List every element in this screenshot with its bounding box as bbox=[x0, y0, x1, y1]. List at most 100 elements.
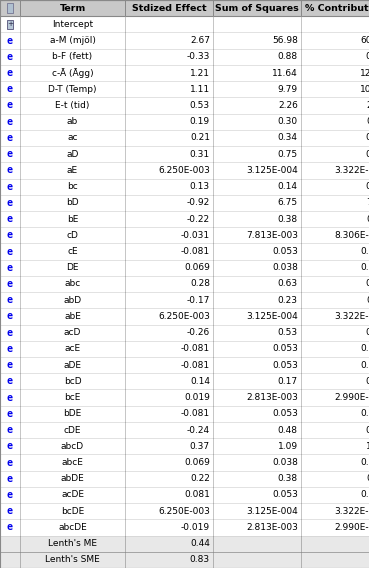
Bar bbox=[0, 519, 369, 536]
Text: 8.306E-003: 8.306E-003 bbox=[334, 231, 369, 240]
Text: 0.67: 0.67 bbox=[366, 279, 369, 289]
Text: 0.19: 0.19 bbox=[190, 117, 210, 126]
Bar bbox=[0, 357, 369, 373]
Text: e: e bbox=[7, 247, 13, 257]
Text: 0.75: 0.75 bbox=[277, 150, 298, 158]
Text: 0.056: 0.056 bbox=[360, 361, 369, 370]
Text: 0.17: 0.17 bbox=[277, 377, 298, 386]
Text: cDE: cDE bbox=[64, 425, 81, 435]
Text: e: e bbox=[7, 441, 13, 452]
Text: 6.250E-003: 6.250E-003 bbox=[158, 166, 210, 175]
Text: Term: Term bbox=[59, 3, 86, 12]
Bar bbox=[0, 536, 369, 552]
Text: e: e bbox=[7, 409, 13, 419]
Bar bbox=[0, 244, 369, 260]
Text: 3.322E-004: 3.322E-004 bbox=[334, 166, 369, 175]
Text: e: e bbox=[7, 165, 13, 176]
Text: 0.48: 0.48 bbox=[278, 425, 298, 435]
Text: -0.031: -0.031 bbox=[181, 231, 210, 240]
Text: acD: acD bbox=[64, 328, 81, 337]
Bar bbox=[0, 162, 369, 178]
Text: 7.18: 7.18 bbox=[366, 198, 369, 207]
Text: 0.18: 0.18 bbox=[366, 377, 369, 386]
Bar bbox=[0, 211, 369, 227]
Text: 0.32: 0.32 bbox=[366, 117, 369, 126]
Text: bc: bc bbox=[67, 182, 78, 191]
Text: 0.053: 0.053 bbox=[272, 491, 298, 499]
Text: 11.64: 11.64 bbox=[272, 69, 298, 77]
Text: 0.15: 0.15 bbox=[366, 182, 369, 191]
Text: e: e bbox=[7, 360, 13, 370]
Text: 2.67: 2.67 bbox=[190, 36, 210, 45]
Text: e: e bbox=[7, 182, 13, 191]
Text: -0.24: -0.24 bbox=[187, 425, 210, 435]
Text: 0.44: 0.44 bbox=[190, 539, 210, 548]
Text: 0.38: 0.38 bbox=[277, 215, 298, 224]
Text: c-Ā (Āgg): c-Ā (Āgg) bbox=[52, 68, 93, 78]
Text: -0.33: -0.33 bbox=[187, 52, 210, 61]
Text: 0.53: 0.53 bbox=[277, 328, 298, 337]
Text: e: e bbox=[7, 490, 13, 500]
Text: 9.79: 9.79 bbox=[277, 85, 298, 94]
Bar bbox=[0, 373, 369, 390]
Bar bbox=[0, 146, 369, 162]
Text: 12.38: 12.38 bbox=[360, 69, 369, 77]
Bar bbox=[7, 19, 13, 29]
Text: Stdized Effect: Stdized Effect bbox=[132, 3, 206, 12]
Text: e: e bbox=[7, 506, 13, 516]
Text: Lenth's ME: Lenth's ME bbox=[48, 539, 97, 548]
Bar bbox=[0, 81, 369, 97]
Text: -0.081: -0.081 bbox=[181, 410, 210, 418]
Bar bbox=[0, 114, 369, 130]
Text: e: e bbox=[7, 344, 13, 354]
Text: abcE: abcE bbox=[62, 458, 83, 467]
Text: 1.16: 1.16 bbox=[366, 442, 369, 451]
Text: 0.14: 0.14 bbox=[190, 377, 210, 386]
Text: bD: bD bbox=[66, 198, 79, 207]
Text: -0.081: -0.081 bbox=[181, 344, 210, 353]
Text: 6.250E-003: 6.250E-003 bbox=[158, 507, 210, 516]
Text: 0.053: 0.053 bbox=[272, 410, 298, 418]
Text: 0.13: 0.13 bbox=[190, 182, 210, 191]
Text: e: e bbox=[7, 101, 13, 111]
Text: 0.056: 0.056 bbox=[360, 344, 369, 353]
Text: 0.31: 0.31 bbox=[190, 150, 210, 158]
Text: e: e bbox=[7, 295, 13, 305]
Bar bbox=[0, 422, 369, 438]
Text: 6.250E-003: 6.250E-003 bbox=[158, 312, 210, 321]
Text: 0.23: 0.23 bbox=[278, 296, 298, 304]
Text: 0.053: 0.053 bbox=[272, 247, 298, 256]
Text: 0.056: 0.056 bbox=[360, 491, 369, 499]
Text: 2.813E-003: 2.813E-003 bbox=[246, 523, 298, 532]
Text: 7.813E-003: 7.813E-003 bbox=[246, 231, 298, 240]
Text: 0.069: 0.069 bbox=[184, 264, 210, 272]
Bar bbox=[0, 276, 369, 292]
Text: e: e bbox=[7, 377, 13, 386]
Text: e: e bbox=[7, 263, 13, 273]
Text: +: + bbox=[7, 22, 13, 27]
Text: abDE: abDE bbox=[61, 474, 85, 483]
Text: aE: aE bbox=[67, 166, 78, 175]
Text: e: e bbox=[7, 116, 13, 127]
Text: acDE: acDE bbox=[61, 491, 84, 499]
Text: 0.41: 0.41 bbox=[366, 215, 369, 224]
Text: e: e bbox=[7, 474, 13, 484]
Text: 0.053: 0.053 bbox=[272, 344, 298, 353]
Text: ac: ac bbox=[67, 133, 78, 143]
Text: e: e bbox=[7, 523, 13, 532]
Text: 0.28: 0.28 bbox=[190, 279, 210, 289]
Text: 0.53: 0.53 bbox=[190, 101, 210, 110]
Text: 2.40: 2.40 bbox=[366, 101, 369, 110]
Text: D-T (Temp): D-T (Temp) bbox=[48, 85, 97, 94]
Text: aDE: aDE bbox=[63, 361, 82, 370]
Text: 0.038: 0.038 bbox=[272, 264, 298, 272]
Bar bbox=[0, 97, 369, 114]
Text: 0.081: 0.081 bbox=[184, 491, 210, 499]
Bar bbox=[0, 130, 369, 146]
Text: Sum of Squares: Sum of Squares bbox=[215, 3, 299, 12]
Text: e: e bbox=[7, 36, 13, 45]
Bar bbox=[0, 292, 369, 308]
Text: b-F (fett): b-F (fett) bbox=[52, 52, 93, 61]
Text: e: e bbox=[7, 230, 13, 240]
Text: % Contribution: % Contribution bbox=[305, 3, 369, 12]
